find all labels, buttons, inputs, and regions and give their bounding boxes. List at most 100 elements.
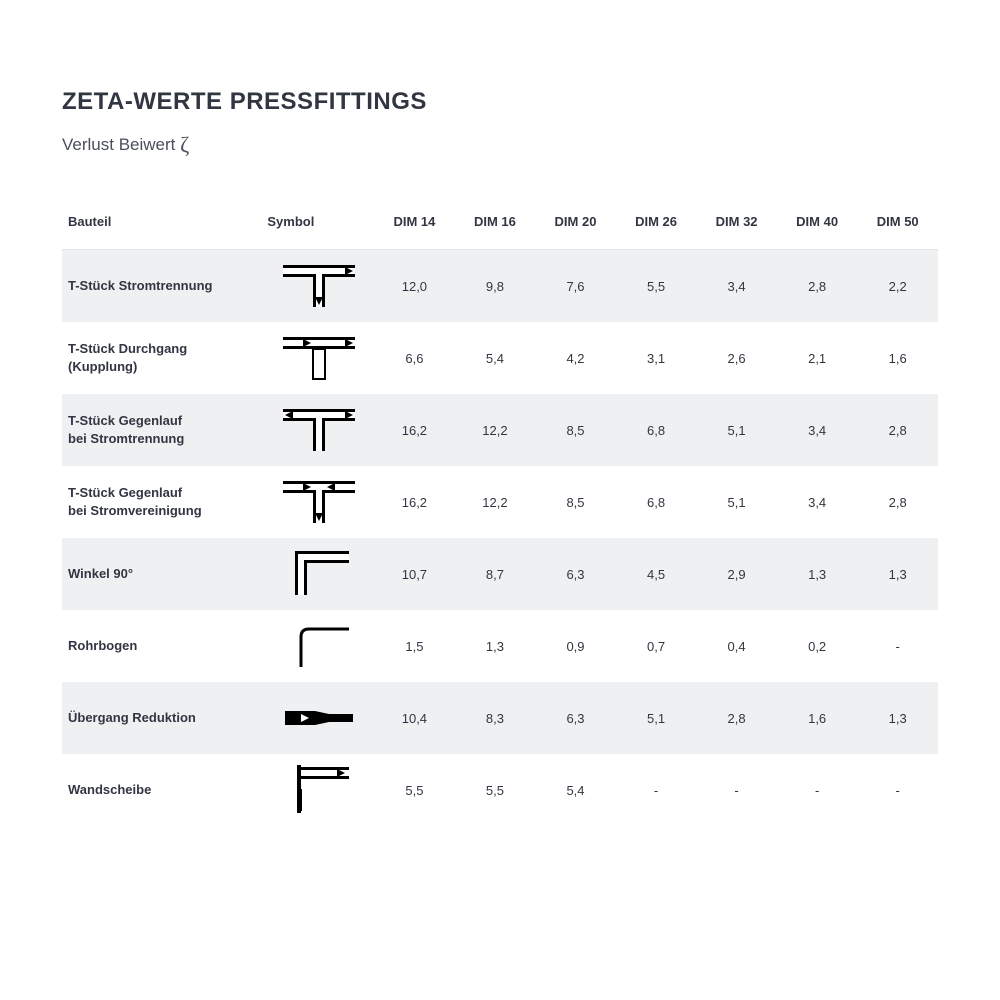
row-label: Übergang Reduktion [62, 682, 263, 754]
cell-value: 1,6 [857, 322, 938, 394]
cell-value: 3,4 [777, 394, 858, 466]
cell-value: 9,8 [455, 250, 536, 323]
cell-value: 2,1 [777, 322, 858, 394]
cell-value: 0,7 [616, 610, 697, 682]
cell-value: 1,3 [455, 610, 536, 682]
cell-value: 3,4 [696, 250, 777, 323]
col-dim14: DIM 14 [374, 204, 455, 250]
row-label: Wandscheibe [62, 754, 263, 826]
row-label: T-Stück Gegenlaufbei Stromvereinigung [62, 466, 263, 538]
page-title: ZETA-WERTE PRESSFITTINGS [62, 88, 938, 116]
table-row: Übergang Reduktion 10,48,36,35,12,81,61,3 [62, 682, 938, 754]
row-symbol [263, 250, 374, 323]
cell-value: 0,9 [535, 610, 616, 682]
cell-value: 0,2 [777, 610, 858, 682]
cell-value: 5,5 [616, 250, 697, 323]
col-dim20: DIM 20 [535, 204, 616, 250]
cell-value: - [857, 610, 938, 682]
cell-value: 2,8 [857, 466, 938, 538]
col-dim26: DIM 26 [616, 204, 697, 250]
cell-value: - [857, 754, 938, 826]
cell-value: 5,5 [374, 754, 455, 826]
table-row: T-Stück Gegenlaufbei Stromvereinigung 16,… [62, 466, 938, 538]
row-label: T-Stück Gegenlaufbei Stromtrennung [62, 394, 263, 466]
row-symbol [263, 682, 374, 754]
zeta-symbol: ζ [180, 132, 189, 158]
cell-value: 1,5 [374, 610, 455, 682]
table-row: T-Stück Gegenlaufbei Stromtrennung 16,212… [62, 394, 938, 466]
row-symbol [263, 754, 374, 826]
cell-value: 6,8 [616, 394, 697, 466]
cell-value: 2,8 [777, 250, 858, 323]
cell-value: 2,8 [696, 682, 777, 754]
cell-value: 5,4 [455, 322, 536, 394]
cell-value: 6,3 [535, 538, 616, 610]
cell-value: 8,5 [535, 466, 616, 538]
cell-value: 1,3 [857, 538, 938, 610]
cell-value: - [777, 754, 858, 826]
cell-value: 0,4 [696, 610, 777, 682]
row-symbol [263, 394, 374, 466]
table-row: T-Stück Stromtrennung12,09,87,65,53,42,8… [62, 250, 938, 323]
cell-value: 1,3 [777, 538, 858, 610]
cell-value: 10,4 [374, 682, 455, 754]
col-dim50: DIM 50 [857, 204, 938, 250]
cell-value: 10,7 [374, 538, 455, 610]
winkel90-icon [279, 543, 359, 603]
cell-value: 3,4 [777, 466, 858, 538]
t_gegen_vereinigung-icon [279, 471, 359, 531]
cell-value: 12,2 [455, 466, 536, 538]
cell-value: 5,5 [455, 754, 536, 826]
data-table: Bauteil Symbol DIM 14 DIM 16 DIM 20 DIM … [62, 204, 938, 826]
cell-value: 5,1 [696, 394, 777, 466]
rohrbogen-icon [279, 615, 359, 675]
cell-value: 3,1 [616, 322, 697, 394]
cell-value: 2,8 [857, 394, 938, 466]
row-symbol [263, 322, 374, 394]
cell-value: 16,2 [374, 466, 455, 538]
col-dim40: DIM 40 [777, 204, 858, 250]
cell-value: 5,1 [696, 466, 777, 538]
table-row: Rohrbogen 1,51,30,90,70,40,2- [62, 610, 938, 682]
table-row: Wandscheibe5,55,55,4---- [62, 754, 938, 826]
table-row: Winkel 90°10,78,76,34,52,91,31,3 [62, 538, 938, 610]
cell-value: 4,2 [535, 322, 616, 394]
cell-value: 2,9 [696, 538, 777, 610]
cell-value: 12,0 [374, 250, 455, 323]
subtitle: Verlust Beiwert ζ [62, 130, 938, 156]
cell-value: 1,6 [777, 682, 858, 754]
cell-value: 8,5 [535, 394, 616, 466]
row-label: T-Stück Durchgang (Kupplung) [62, 322, 263, 394]
cell-value: 5,1 [616, 682, 697, 754]
col-bauteil: Bauteil [62, 204, 263, 250]
cell-value: 1,3 [857, 682, 938, 754]
cell-value: 8,3 [455, 682, 536, 754]
cell-value: 2,6 [696, 322, 777, 394]
cell-value: 6,8 [616, 466, 697, 538]
t_durchgang-icon [279, 327, 359, 387]
cell-value: 2,2 [857, 250, 938, 323]
cell-value: 5,4 [535, 754, 616, 826]
row-symbol [263, 610, 374, 682]
subtitle-prefix: Verlust Beiwert [62, 135, 180, 154]
row-label: T-Stück Stromtrennung [62, 250, 263, 323]
row-symbol [263, 466, 374, 538]
col-dim16: DIM 16 [455, 204, 536, 250]
table-header-row: Bauteil Symbol DIM 14 DIM 16 DIM 20 DIM … [62, 204, 938, 250]
col-dim32: DIM 32 [696, 204, 777, 250]
table-row: T-Stück Durchgang (Kupplung)6,65,44,23,1… [62, 322, 938, 394]
cell-value: 16,2 [374, 394, 455, 466]
t_gegen_trennung-icon [279, 399, 359, 459]
wandscheibe-icon [279, 759, 359, 819]
cell-value: - [696, 754, 777, 826]
cell-value: - [616, 754, 697, 826]
col-symbol: Symbol [263, 204, 374, 250]
row-label: Rohrbogen [62, 610, 263, 682]
cell-value: 4,5 [616, 538, 697, 610]
cell-value: 6,3 [535, 682, 616, 754]
cell-value: 8,7 [455, 538, 536, 610]
cell-value: 12,2 [455, 394, 536, 466]
t_stromtrennung-icon [279, 255, 359, 315]
reduktion-icon [279, 687, 359, 747]
row-label: Winkel 90° [62, 538, 263, 610]
